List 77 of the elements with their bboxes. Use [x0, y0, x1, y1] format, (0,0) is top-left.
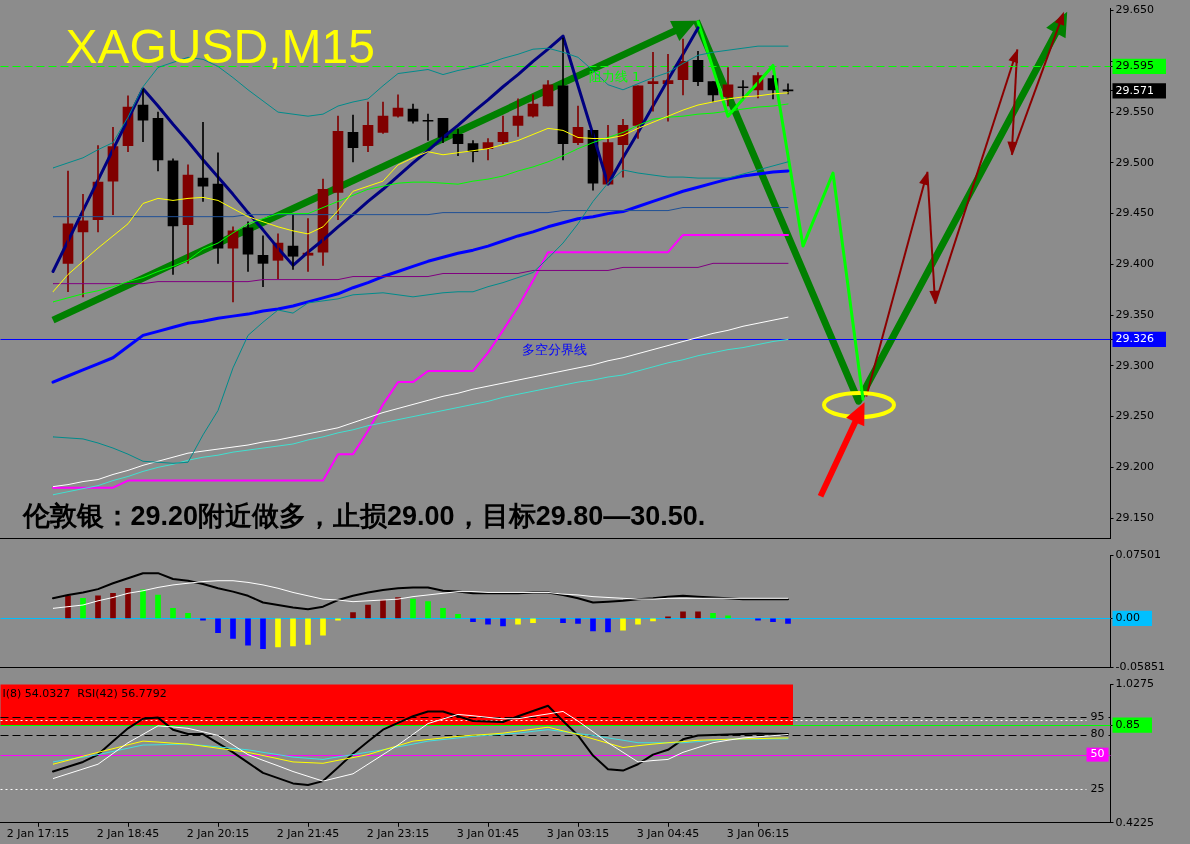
y-tick-label: 1.0275 — [1115, 677, 1154, 691]
ref-line-label: 多空分界线 — [522, 342, 588, 358]
bar — [215, 618, 221, 633]
annotation: 95 — [1090, 710, 1105, 724]
bar — [470, 618, 476, 623]
y-tick-label: 29.650 — [1115, 3, 1154, 17]
bar — [770, 618, 776, 623]
y-tick-label: 29.200 — [1115, 460, 1154, 474]
bar — [710, 613, 716, 619]
bar — [605, 618, 611, 633]
y-tick-label: 0.00 — [1115, 611, 1140, 625]
bar — [80, 597, 86, 619]
annotation: 50 — [1090, 747, 1105, 761]
chart-title: XAGUSD,M15 — [65, 19, 375, 73]
bar — [185, 613, 191, 619]
y-tick-label: 29.150 — [1115, 510, 1154, 524]
bar — [275, 618, 281, 648]
bar — [140, 589, 146, 619]
y-tick-label: 0.07501 — [1115, 548, 1161, 562]
annotation: 25 — [1090, 781, 1105, 795]
bar — [530, 618, 536, 623]
y-tick-label: 0.4225 — [1115, 815, 1154, 829]
y-tick-label: 29.250 — [1115, 409, 1154, 423]
bar — [560, 618, 566, 623]
bar — [155, 594, 161, 619]
y-tick-label: -0.05851 — [1115, 660, 1165, 674]
y-tick-label: 29.400 — [1115, 257, 1154, 271]
bar — [380, 599, 386, 619]
bar — [455, 613, 461, 619]
y-tick-label: 29.350 — [1115, 307, 1154, 321]
y-tick-label: 29.571 — [1115, 83, 1154, 97]
y-tick-label: 29.326 — [1115, 332, 1154, 346]
annotation: I(8) 54.0327 RSI(42) 56.7792 — [2, 686, 167, 700]
x-tick-label: 3 Jan 04:45 — [636, 827, 700, 841]
bar — [485, 618, 491, 625]
ref-line-label: 阻力线 1 — [588, 69, 641, 85]
y-tick-label: 29.300 — [1115, 358, 1154, 372]
bar — [440, 608, 446, 619]
bar — [785, 618, 791, 624]
bar — [305, 618, 311, 645]
bar — [695, 611, 701, 619]
x-tick-label: 2 Jan 17:15 — [6, 827, 70, 841]
bar — [110, 592, 116, 619]
bar — [260, 618, 266, 649]
x-tick-label: 3 Jan 01:45 — [456, 827, 520, 841]
bar — [680, 611, 686, 619]
bar — [350, 612, 356, 619]
x-tick-label: 3 Jan 06:15 — [726, 827, 790, 841]
x-tick-label: 2 Jan 21:45 — [276, 827, 340, 841]
y-tick-label: 29.550 — [1115, 104, 1154, 118]
x-tick-label: 2 Jan 20:15 — [186, 827, 250, 841]
y-tick-label: 29.450 — [1115, 206, 1154, 220]
bar — [395, 597, 401, 619]
bar — [230, 618, 236, 639]
bar — [320, 618, 326, 636]
bar — [500, 618, 506, 627]
bar — [410, 598, 416, 619]
bar — [290, 618, 296, 647]
x-tick-label: 2 Jan 18:45 — [96, 827, 160, 841]
x-tick-label: 3 Jan 03:15 — [546, 827, 610, 841]
bar — [620, 618, 626, 631]
y-tick-label: 29.595 — [1115, 59, 1154, 73]
bar — [425, 601, 431, 619]
bar — [95, 595, 101, 619]
bar — [635, 618, 641, 625]
annotation: 伦敦银：29.20附近做多，止损29.00，目标29.80—30.50. — [21, 501, 706, 532]
bar — [170, 608, 176, 619]
bar — [515, 618, 521, 625]
y-tick-label: 29.500 — [1115, 155, 1154, 169]
bar — [245, 618, 251, 646]
bar — [365, 604, 371, 619]
x-tick-label: 2 Jan 23:15 — [366, 827, 430, 841]
bar — [125, 587, 131, 619]
y-tick-label: 0.85 — [1115, 718, 1140, 732]
bar — [590, 618, 596, 632]
bar — [575, 618, 581, 624]
annotation: 80 — [1090, 727, 1105, 741]
